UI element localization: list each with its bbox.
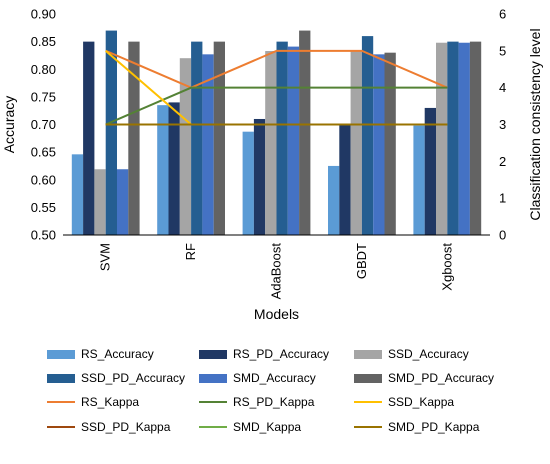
legend-swatch-SMD_PD_Accuracy [354,374,382,383]
bar-SMD_Accuracy-RF [202,54,214,235]
y2-tick-label: 4 [499,80,506,95]
bar-RS_PD_Accuracy-Xgboost [424,107,436,235]
y-tick-label: 0.50 [31,228,56,243]
bar-SSD_PD_Accuracy-RF [191,41,203,235]
y-axis-title: Accuracy [1,96,17,154]
legend-swatch-RS_PD_Accuracy [199,350,227,359]
y2-tick-label: 1 [499,191,506,206]
bar-RS_PD_Accuracy-GBDT [339,124,351,235]
bar-SSD_PD_Accuracy-Xgboost [447,41,459,235]
legend-swatch-SSD_PD_Accuracy [47,374,75,383]
bar-SSD_PD_Accuracy-AdaBoost [276,41,288,235]
y-tick-label: 0.65 [31,145,56,160]
bar-RS_Accuracy-RF [157,105,169,235]
y-tick-label: 0.75 [31,89,56,104]
legend-label-RS_PD_Accuracy: RS_PD_Accuracy [233,347,329,361]
x-tick-label: RF [183,243,198,260]
bar-SSD_Accuracy-AdaBoost [265,51,277,235]
y-axis: 0.50 0.55 0.60 0.65 0.70 0.75 0.80 0.85 0.90 [31,7,56,243]
bar-RS_Accuracy-AdaBoost [242,131,254,235]
bar-SSD_Accuracy-GBDT [350,51,362,235]
bar-SSD_Accuracy-Xgboost [436,42,448,236]
legend-swatch-RS_Accuracy [47,350,75,359]
legend-label-RS_Accuracy: RS_Accuracy [81,347,154,361]
bar-SMD_PD_Accuracy-AdaBoost [299,30,311,235]
legend: RS_Accuracy RS_PD_Accuracy SSD_Accuracy SSD… [47,347,494,434]
legend-label-SMD_Accuracy: SMD_Accuracy [233,371,316,385]
legend-label-SSD_PD_Kappa: SSD_PD_Kappa [81,420,171,434]
y2-tick-label: 5 [499,43,506,58]
bar-RS_PD_Accuracy-SVM [83,41,95,235]
y-tick-label: 0.60 [31,172,56,187]
bar-SSD_PD_Accuracy-GBDT [361,36,374,235]
line-RS_Kappa [105,49,448,89]
legend-label-SMD_PD_Accuracy: SMD_PD_Accuracy [388,371,494,385]
y2-tick-label: 2 [499,154,506,169]
bar-SMD_PD_Accuracy-SVM [128,41,140,235]
legend-swatch-SMD_Accuracy [199,374,227,383]
y-tick-label: 0.80 [31,62,56,77]
y-tick-label: 0.70 [31,117,56,132]
y2-axis-title: Classification consistency level [527,28,543,220]
legend-label-SSD_Kappa: SSD_Kappa [388,395,454,409]
bar-SSD_Accuracy-RF [179,58,192,236]
bar-SMD_PD_Accuracy-Xgboost [469,41,482,235]
legend-label-RS_PD_Kappa: RS_PD_Kappa [233,395,315,409]
legend-label-SMD_Kappa: SMD_Kappa [233,420,301,434]
legend-label-SSD_PD_Accuracy: SSD_PD_Accuracy [81,371,185,385]
bar-RS_Accuracy-GBDT [328,165,340,235]
bar-RS_Accuracy-SVM [71,154,84,235]
bar-RS_Accuracy-Xgboost [413,125,425,235]
x-tick-label: Xgboost [439,243,454,291]
x-tick-label: AdaBoost [269,243,284,300]
x-tick-label: SVM [98,243,113,271]
bar-SMD_Accuracy-AdaBoost [287,46,300,235]
x-axis: SVM RF AdaBoost GBDT Xgboost [98,243,455,300]
bar-SMD_Accuracy-Xgboost [458,42,470,236]
legend-label-RS_Kappa: RS_Kappa [81,395,139,409]
legend-label-SMD_PD_Kappa: SMD_PD_Kappa [388,420,480,434]
x-axis-title: Models [254,306,299,322]
legend-swatch-SSD_Accuracy [354,350,382,359]
line-layer [105,49,448,126]
bar-SMD_Accuracy-SVM [117,169,129,235]
y2-axis: 0 1 2 3 4 5 6 [499,7,506,243]
y2-tick-label: 3 [499,117,506,132]
y2-tick-label: 6 [499,7,506,22]
bar-SMD_PD_Accuracy-RF [213,41,225,235]
y-tick-label: 0.90 [31,7,56,22]
bar-SMD_Accuracy-GBDT [373,54,385,235]
bar-RS_PD_Accuracy-RF [168,102,180,236]
y-tick-label: 0.85 [31,34,56,49]
bar-SSD_PD_Accuracy-SVM [105,30,117,235]
y-tick-label: 0.55 [31,200,56,215]
bar-layer [71,30,482,236]
y2-tick-label: 0 [499,228,506,243]
bar-RS_PD_Accuracy-AdaBoost [253,118,266,235]
bar-SMD_PD_Accuracy-GBDT [384,52,396,236]
legend-label-SSD_Accuracy: SSD_Accuracy [388,347,469,361]
x-tick-label: GBDT [354,243,369,279]
bar-SSD_Accuracy-SVM [94,169,106,235]
